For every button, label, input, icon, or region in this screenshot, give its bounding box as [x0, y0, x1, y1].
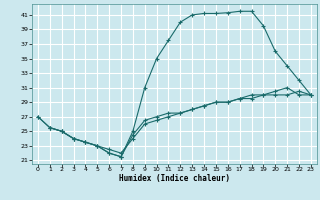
- X-axis label: Humidex (Indice chaleur): Humidex (Indice chaleur): [119, 174, 230, 183]
